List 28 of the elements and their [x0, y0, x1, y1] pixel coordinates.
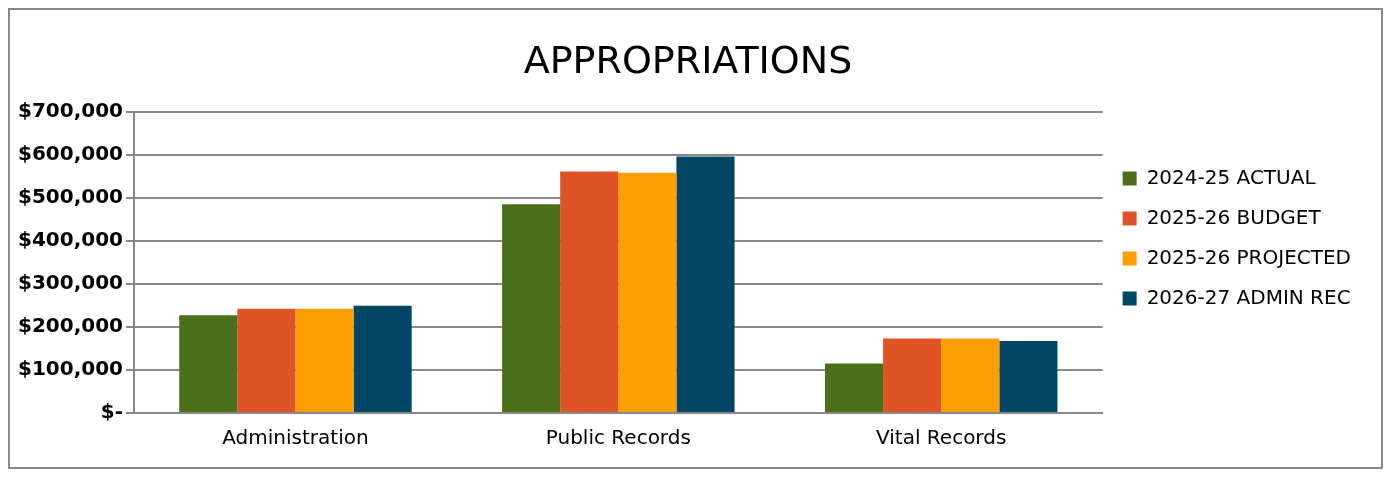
x-tick-label: Vital Records — [876, 425, 1007, 450]
legend-label: 2024-25 ACTUAL — [1146, 164, 1317, 189]
y-tick-label: $- — [100, 399, 124, 424]
legend-label: 2025-26 PROJECTED — [1146, 244, 1351, 269]
legend-label: 2026-27 ADMIN REC — [1146, 284, 1351, 309]
y-tick-label: $200,000 — [17, 313, 124, 338]
x-tick-label: Public Records — [545, 425, 691, 450]
y-tick-label: $600,000 — [17, 140, 124, 165]
bar — [618, 172, 677, 412]
bar — [824, 363, 884, 412]
bar — [502, 204, 561, 412]
y-tick-label: $100,000 — [17, 356, 124, 381]
chart-title: APPROPRIATIONS — [523, 37, 853, 82]
y-tick-label: $400,000 — [17, 226, 124, 251]
x-tick-label: Administration — [222, 425, 369, 450]
bar — [179, 315, 238, 412]
bar — [676, 156, 735, 412]
bar — [353, 305, 412, 412]
bar — [560, 171, 619, 412]
y-tick-label: $500,000 — [17, 183, 124, 208]
bar — [999, 341, 1058, 412]
y-tick-label: $700,000 — [17, 97, 124, 122]
bar — [941, 338, 1000, 412]
bar — [295, 308, 354, 412]
bar — [883, 338, 942, 412]
bar — [237, 308, 296, 412]
legend-label: 2025-26 BUDGET — [1146, 204, 1322, 229]
y-tick-label: $300,000 — [17, 270, 124, 295]
